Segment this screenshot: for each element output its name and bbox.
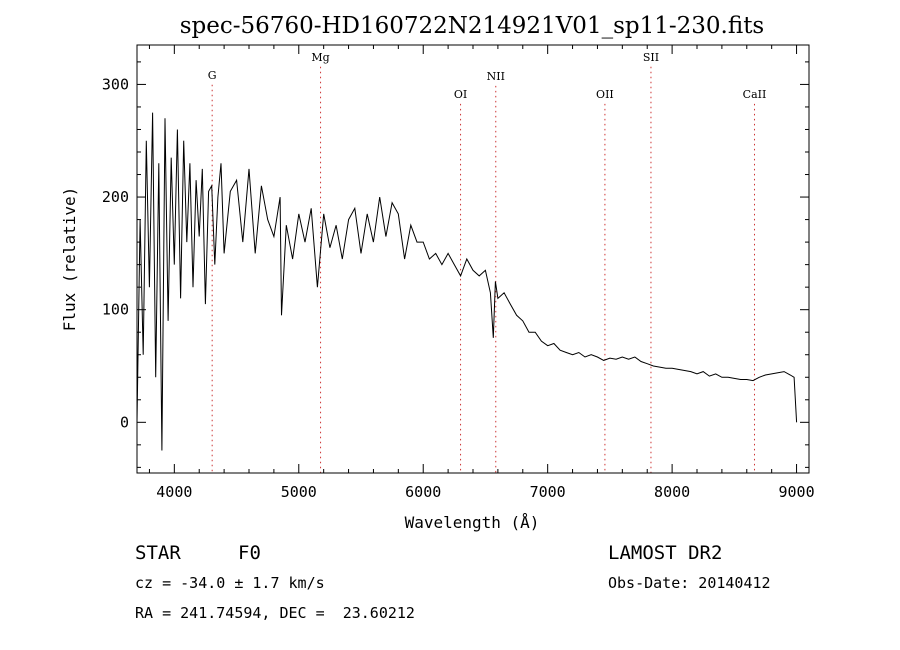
survey-name: LAMOST DR2: [608, 542, 723, 564]
plot-frame: [136, 44, 810, 474]
x-tick-label: 6000: [405, 483, 441, 501]
y-axis-label: Flux (relative): [60, 187, 79, 332]
line-markers: G Mg OI NII OII SII CaII: [208, 51, 767, 473]
spectrum-line: [136, 112, 798, 451]
x-tick-label: 7000: [530, 483, 566, 501]
coordinates: RA = 241.74594, DEC = 23.60212: [135, 604, 415, 622]
redshift-cz: cz = -34.0 ± 1.7 km/s: [135, 574, 325, 592]
x-tick-label: 5000: [281, 483, 317, 501]
y-tick-label: 100: [102, 301, 129, 319]
y-tick-label: 200: [102, 188, 129, 206]
line-marker-label: SII: [643, 51, 659, 64]
line-marker-label: Mg: [311, 51, 329, 64]
chart-title: spec-56760-HD160722N214921V01_sp11-230.f…: [180, 13, 765, 39]
line-marker-label: OII: [596, 88, 614, 101]
x-axis-label: Wavelength (Å): [405, 513, 540, 532]
line-marker-label: CaII: [743, 88, 767, 101]
x-tick-label: 8000: [654, 483, 690, 501]
spectral-class: F0: [238, 542, 261, 564]
object-type: STAR: [135, 542, 181, 564]
observation-date: Obs-Date: 20140412: [608, 574, 771, 592]
line-marker-label: G: [208, 69, 217, 82]
x-tick-label: 9000: [778, 483, 814, 501]
axis-ticks: 4000 5000 6000 7000 8000 9000 0 100 200 300: [102, 45, 815, 501]
y-tick-label: 0: [120, 413, 129, 431]
y-tick-label: 300: [102, 75, 129, 93]
x-tick-label: 4000: [156, 483, 192, 501]
line-marker-label: NII: [487, 70, 505, 83]
line-marker-label: OI: [454, 88, 467, 101]
